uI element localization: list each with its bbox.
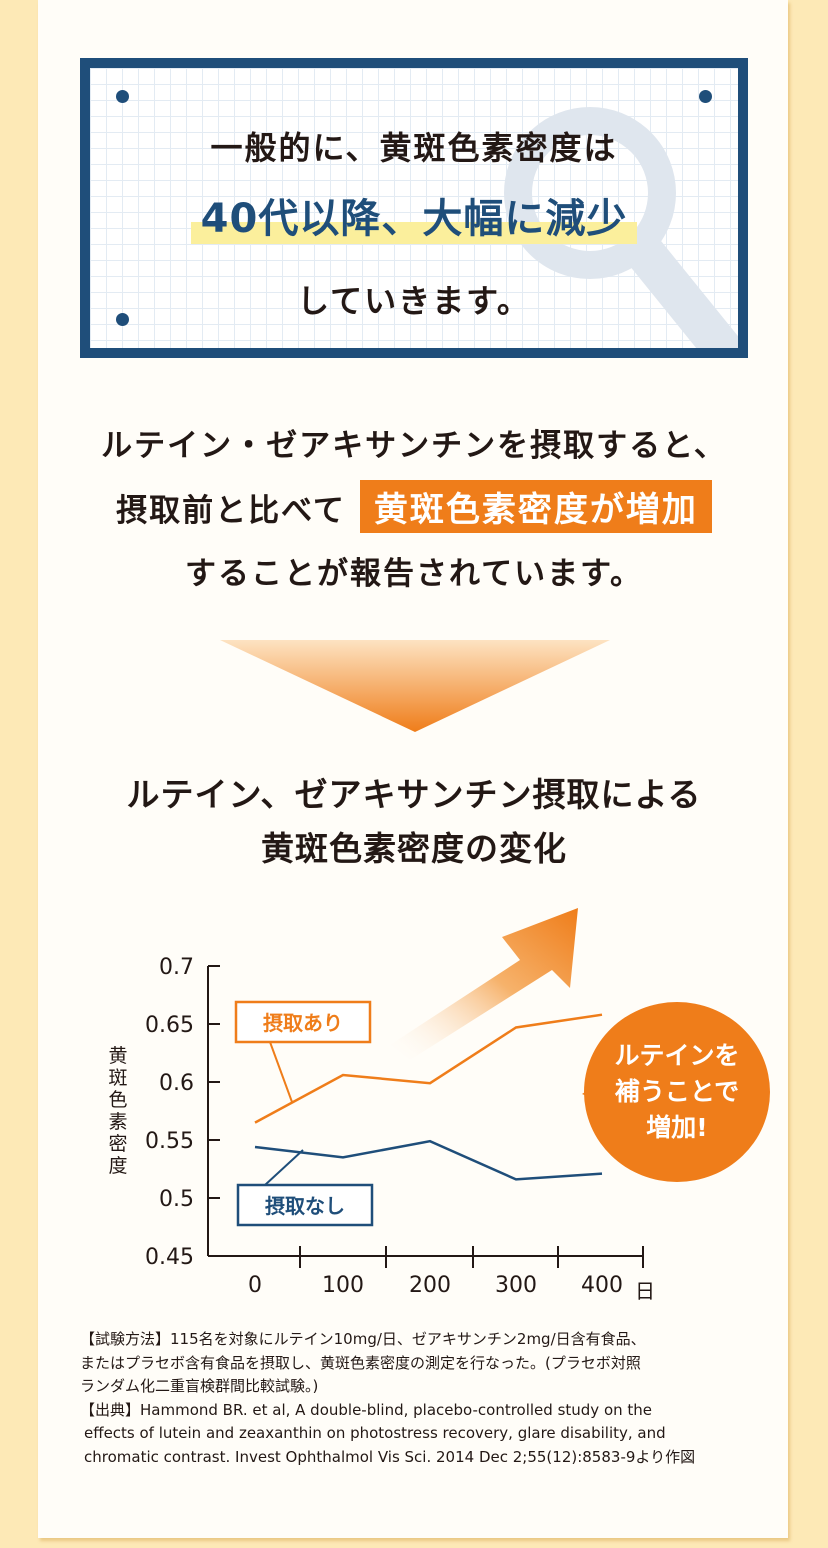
- method-note: ランダム化二重盲検群間比較試験。): [80, 1377, 319, 1395]
- x-tick-label: 200: [409, 1273, 451, 1298]
- intro-line-2: 40代以降、大幅に減少: [90, 186, 738, 244]
- corner-dot: [116, 90, 129, 103]
- y-tick-label: 0.55: [145, 1129, 194, 1154]
- down-arrow-icon: [220, 640, 610, 732]
- intro-line-1: 一般的に、黄斑色素密度は: [210, 129, 618, 167]
- legend-label: 摂取なし: [265, 1194, 345, 1218]
- method-note: またはプラセボ含有食品を摂取し、黄斑色素密度の測定を行なった。(プラセボ対照: [80, 1353, 641, 1372]
- badge-line-1: ルテインを: [614, 1041, 740, 1070]
- series-line-1: [254, 1013, 603, 1124]
- legend-box: [236, 1183, 374, 1227]
- callout-badge: ルテインを 補うことで 増加!: [584, 1002, 770, 1182]
- line-chart: 0.7 0.65 0.6 0.55 0.5 0.45 0 100 200 300 400 日 摂取あり…: [145, 908, 655, 1303]
- y-axis-label: 黄斑色素密度: [108, 1045, 128, 1177]
- chart-title-line-2: 黄斑色素密度の変化: [261, 829, 567, 868]
- statement-prefix: 摂取前と比べて: [116, 493, 346, 529]
- intro-box: 一般的に、黄斑色素密度は 40代以降、大幅に減少 していきます。: [80, 58, 748, 358]
- intro-highlight: 40代以降、大幅に減少: [190, 186, 638, 244]
- series-line-2: [254, 1139, 603, 1181]
- footnotes: 【試験方法】115名を対象にルテイン10mg/日、ゼアキサンチン2mg/日含有食…: [80, 1328, 770, 1469]
- y-tick-label: 0.45: [145, 1245, 194, 1270]
- legend-label: 摂取あり: [263, 1011, 343, 1035]
- source-note: 【出典】Hammond BR. et al, A double-blind, p…: [80, 1400, 653, 1419]
- y-tick-label: 0.5: [159, 1187, 194, 1212]
- trend-arrow-icon: [390, 908, 578, 1060]
- statement-line-1: ルテイン・ゼアキサンチンを摂取すると、: [101, 428, 727, 464]
- x-tick-label: 300: [495, 1273, 537, 1298]
- x-tick-label: 0: [248, 1273, 262, 1298]
- chart-title-line-1: ルテイン、ゼアキサンチン摂取による: [126, 775, 702, 814]
- legend-leader: [269, 1041, 293, 1103]
- corner-dot: [116, 313, 129, 326]
- y-tick-label: 0.65: [145, 1013, 194, 1038]
- method-note: 【試験方法】115名を対象にルテイン10mg/日、ゼアキサンチン2mg/日含有食…: [80, 1330, 646, 1348]
- source-note: effects of lutein and zeaxanthin on phot…: [84, 1424, 666, 1442]
- y-tick-label: 0.6: [159, 1071, 194, 1096]
- intro-line-3: していきます。: [297, 282, 531, 320]
- legend-leader: [264, 1149, 304, 1186]
- badge-line-3: 増加!: [646, 1113, 708, 1142]
- y-tick-label: 0.7: [159, 955, 194, 980]
- badge-line-2: 補うことで: [614, 1077, 740, 1106]
- statement-line-3: することが報告されています。: [185, 556, 643, 592]
- source-note: chromatic contrast. Invest Ophthalmol Vi…: [84, 1447, 696, 1466]
- x-tick-label: 400: [581, 1273, 623, 1298]
- x-axis-label: 日: [635, 1279, 655, 1303]
- statement-line-2: 摂取前と比べて 黄斑色素密度が増加: [0, 480, 828, 533]
- x-tick-label: 100: [322, 1273, 364, 1298]
- statement-highlight: 黄斑色素密度が増加: [359, 480, 712, 533]
- legend-box: [234, 1000, 372, 1044]
- corner-dot: [699, 90, 712, 103]
